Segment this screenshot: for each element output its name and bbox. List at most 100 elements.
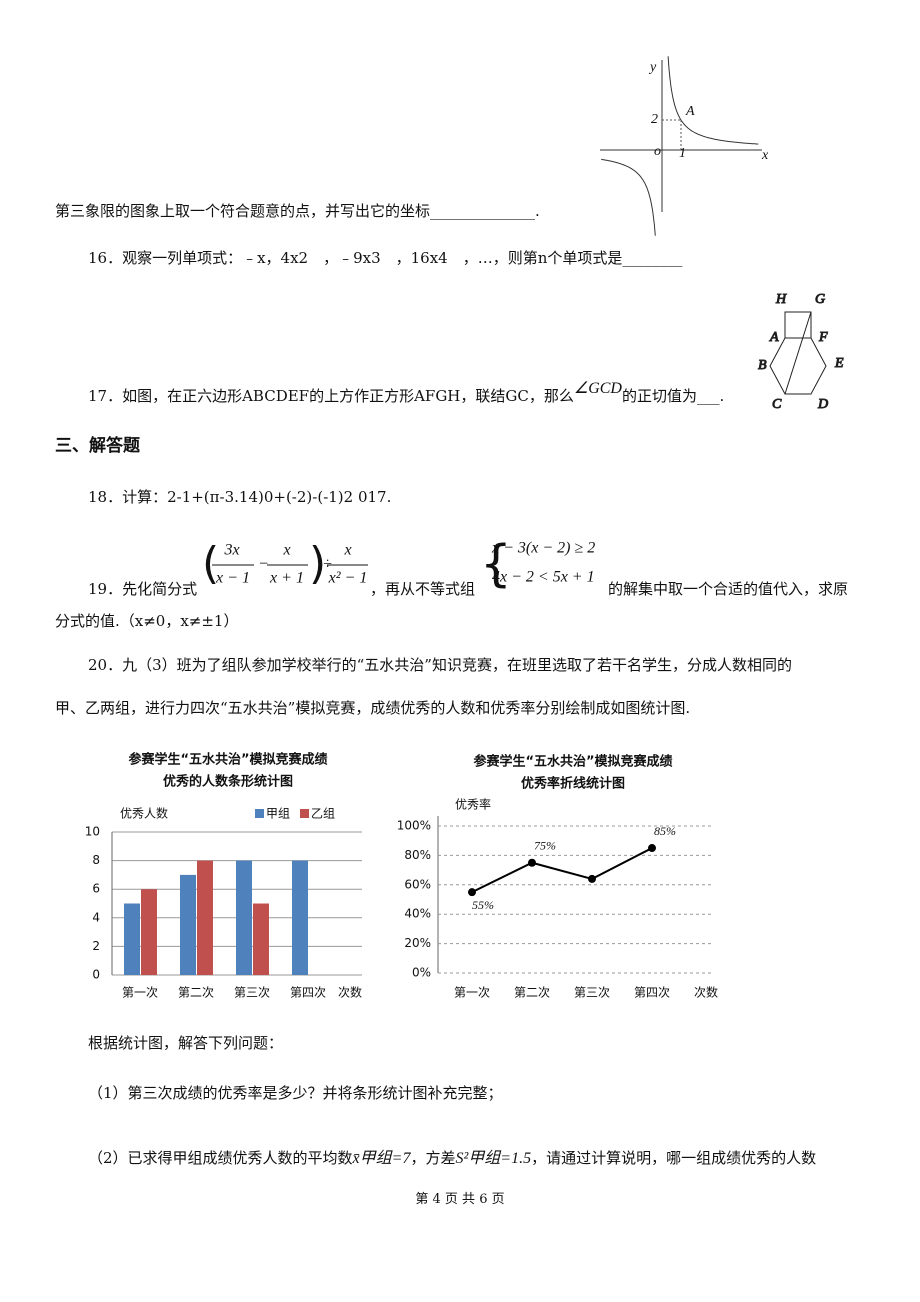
question-text: 甲、乙两组，进行力四次“五水共治”模拟竞赛，成绩优秀的人数和优秀率分别绘制成如图… [55, 699, 691, 717]
question-text: 根据统计图，解答下列问题： [88, 1034, 284, 1052]
question-text: 19．先化简分式 [88, 580, 198, 598]
bar [197, 860, 213, 975]
hyperbola-figure: y x o 1 2 A [600, 56, 769, 236]
numerator: x [282, 542, 290, 559]
question-text: ，再从不等式组 [370, 580, 476, 598]
question-text: 的解集中取一个合适的值代入，求原 [608, 580, 849, 598]
x-tick-label: 1 [679, 146, 686, 161]
x-tick-label: 第一次 [122, 986, 158, 1000]
x-axis-label: 次数 [694, 985, 718, 1000]
chart-title: 优秀率折线统计图 [521, 776, 625, 792]
origin-label: o [654, 144, 661, 159]
vertex-label: F [818, 330, 828, 345]
y-tick-label: 0% [412, 966, 431, 980]
y-tick-label: 4 [92, 910, 100, 924]
y-tick-label: 2 [92, 939, 100, 953]
legend-label: 乙组 [311, 807, 335, 821]
vertex-label: G [815, 292, 825, 307]
question-text: （1）第三次成绩的优秀率是多少？并将条形统计图补充完整； [88, 1084, 503, 1102]
bar [236, 860, 252, 975]
footer: 第 4 页 共 6 页 [415, 1192, 505, 1207]
chart-title: 参赛学生“五水共治”模拟竞赛成绩 [473, 754, 672, 770]
operator: − [258, 556, 269, 573]
paren: ( [202, 538, 219, 589]
math: ∠GCD [573, 380, 622, 397]
bar [253, 903, 269, 975]
point [468, 888, 476, 897]
math: S²甲组=1.5 [455, 1150, 532, 1167]
hexagon-figure: H G A F B E C D [758, 292, 845, 413]
question-text: （2）已求得甲组成绩优秀人数的平均数x̄甲组=7，方差S²甲组=1.5，请通过计… [88, 1149, 816, 1168]
x-tick-label: 第四次 [634, 986, 670, 1000]
point [648, 844, 656, 853]
y-tick-label: 0 [92, 968, 100, 982]
vertex-label: C [772, 397, 782, 412]
math: x̄甲组=7 [352, 1150, 411, 1167]
question-text: 20．九（3）班为了组队参加学校举行的“五水共治”知识竞赛，在班里选取了若干名学… [88, 656, 792, 674]
inequality: 4x − 2 < 5x + 1 [492, 569, 595, 586]
chart-title: 参赛学生“五水共治”模拟竞赛成绩 [128, 752, 327, 768]
question-text: 16．观察一列单项式：﹣x，4x2 ，﹣9x3 ，16x4 ，…，则第n个单项式… [88, 249, 683, 267]
question-text: 18．计算：2-1+(π-3.14)0+(-2)-(-1)2 017. [88, 488, 392, 506]
y-tick-label: 6 [92, 882, 100, 896]
denominator: x² − 1 [328, 570, 368, 587]
denominator: x + 1 [269, 570, 304, 587]
bar [292, 860, 308, 975]
y-tick-label: 80% [404, 848, 431, 862]
paren: ) [309, 538, 326, 589]
point [588, 874, 596, 883]
question-text: 分式的值.（x≠0，x≠±1） [55, 612, 239, 630]
y-tick-label: 40% [404, 907, 431, 921]
question-text: 第三象限的图象上取一个符合题意的点，并写出它的坐标______________. [55, 202, 540, 220]
y-axis-label: 优秀人数 [120, 806, 168, 821]
x-tick-label: 第四次 [290, 986, 326, 1000]
section-title: 三、解答题 [55, 436, 140, 456]
hexagon [769, 337, 827, 395]
q19-formula: ( 3x x − 1 − x x + 1 ) ÷ x x² − 1 { x − … [202, 535, 595, 593]
point [528, 858, 536, 867]
data-label: 75% [534, 839, 556, 853]
vertex-label: E [834, 356, 844, 371]
denominator: x − 1 [215, 570, 250, 587]
vertex-label: H [775, 292, 787, 307]
numerator: 3x [223, 542, 239, 559]
vertex-label: D [817, 397, 828, 412]
y-tick-label: 100% [397, 819, 431, 833]
bar [124, 903, 140, 975]
y-tick-label: 60% [404, 877, 431, 891]
y-axis-label: y [648, 60, 657, 75]
operator: ÷ [323, 556, 332, 573]
question-text: 17．如图，在正六边形ABCDEF的上方作正方形AFGH，联结GC，那么∠GCD… [88, 380, 725, 406]
text: 17．如图，在正六边形ABCDEF的上方作正方形AFGH，联结GC，那么 [88, 387, 574, 405]
point-label: A [685, 104, 695, 119]
data-label: 85% [654, 824, 676, 838]
y-axis-label: 优秀率 [455, 797, 491, 812]
legend-swatch [300, 809, 309, 818]
x-tick-label: 第二次 [178, 986, 214, 1000]
bar [180, 874, 196, 975]
text: ，请通过计算说明，哪一组成绩优秀的人数 [531, 1149, 817, 1167]
legend-swatch [255, 809, 264, 818]
x-tick-label: 第三次 [574, 986, 610, 1000]
y-tick-label: 8 [92, 853, 100, 867]
brace: { [480, 535, 512, 593]
line [471, 847, 653, 894]
x-tick-label: 第三次 [234, 986, 270, 1000]
y-tick-label: 10 [85, 825, 100, 839]
x-axis-label: 次数 [338, 985, 362, 1000]
vertex-label: A [769, 330, 779, 345]
text: 的正切值为___. [621, 387, 725, 405]
vertex-label: B [758, 358, 767, 373]
x-tick-label: 第一次 [454, 986, 490, 1000]
curve [601, 56, 759, 236]
text: ，方差 [410, 1149, 456, 1167]
inequality: x − 3(x − 2) ≥ 2 [491, 540, 595, 557]
x-tick-label: 第二次 [514, 986, 550, 1000]
y-tick-label: 2 [651, 112, 658, 127]
chart-title: 优秀的人数条形统计图 [163, 774, 293, 790]
legend-label: 甲组 [266, 807, 290, 821]
